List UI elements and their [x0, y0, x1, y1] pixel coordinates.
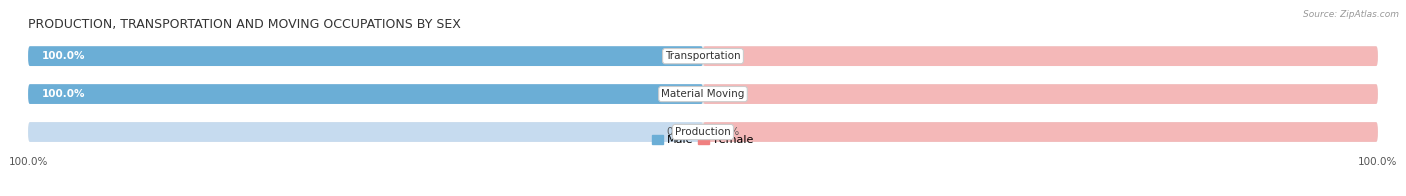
FancyBboxPatch shape [28, 46, 703, 66]
FancyBboxPatch shape [28, 84, 1378, 104]
Text: Source: ZipAtlas.com: Source: ZipAtlas.com [1303, 10, 1399, 19]
Text: 100.0%: 100.0% [42, 89, 86, 99]
Text: Material Moving: Material Moving [661, 89, 745, 99]
FancyBboxPatch shape [28, 122, 1378, 142]
Legend: Male, Female: Male, Female [647, 130, 759, 150]
FancyBboxPatch shape [28, 46, 1378, 66]
FancyBboxPatch shape [28, 46, 703, 66]
FancyBboxPatch shape [703, 84, 1378, 104]
Text: 0.0%: 0.0% [713, 89, 740, 99]
FancyBboxPatch shape [28, 84, 703, 104]
Text: 0.0%: 0.0% [666, 127, 693, 137]
Text: 100.0%: 100.0% [42, 51, 86, 61]
FancyBboxPatch shape [28, 122, 703, 142]
Text: Production: Production [675, 127, 731, 137]
Text: Transportation: Transportation [665, 51, 741, 61]
FancyBboxPatch shape [703, 122, 1378, 142]
FancyBboxPatch shape [703, 46, 1378, 66]
FancyBboxPatch shape [28, 84, 703, 104]
Text: PRODUCTION, TRANSPORTATION AND MOVING OCCUPATIONS BY SEX: PRODUCTION, TRANSPORTATION AND MOVING OC… [28, 18, 461, 31]
Text: 0.0%: 0.0% [713, 127, 740, 137]
Text: 0.0%: 0.0% [713, 51, 740, 61]
